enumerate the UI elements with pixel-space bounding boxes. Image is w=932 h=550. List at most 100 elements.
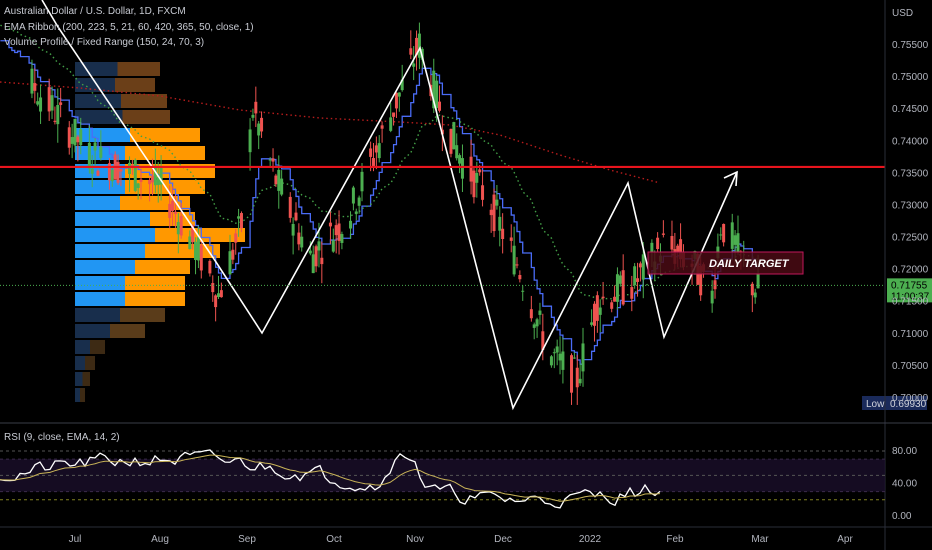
candle-body bbox=[621, 270, 625, 305]
rsi-tick-label: 0.00 bbox=[892, 511, 912, 522]
candle-body bbox=[455, 145, 459, 159]
vp-bar-buy bbox=[75, 212, 150, 226]
candle-body bbox=[392, 112, 396, 117]
ema-ribbon-legend[interactable]: EMA Ribbon (200, 223, 5, 21, 60, 420, 36… bbox=[4, 22, 254, 33]
candle-body bbox=[291, 223, 295, 236]
candle-body bbox=[538, 310, 542, 315]
candle-body bbox=[498, 216, 502, 231]
price-tick-label: 0.70500 bbox=[892, 361, 929, 372]
candle-body bbox=[650, 242, 654, 253]
candle-body bbox=[518, 275, 522, 280]
chart-title: Australian Dollar / U.S. Dollar, 1D, FXC… bbox=[4, 6, 186, 17]
vp-bar-buy bbox=[75, 276, 125, 290]
candle-body bbox=[415, 37, 419, 56]
vp-bar-buy bbox=[75, 292, 125, 306]
candle-body bbox=[521, 290, 525, 292]
price-tick-label: 0.75000 bbox=[892, 72, 929, 83]
candle-body bbox=[610, 302, 614, 309]
candle-body bbox=[297, 232, 301, 245]
time-tick-label: Oct bbox=[326, 534, 342, 545]
candle-body bbox=[337, 223, 341, 241]
candle-body bbox=[300, 236, 304, 248]
candle-body bbox=[354, 211, 358, 214]
ema-mid-line bbox=[0, 24, 759, 300]
candle-body bbox=[217, 293, 221, 297]
candle-body bbox=[495, 199, 499, 206]
vp-bar-sell bbox=[125, 276, 185, 290]
price-tick-label: 0.71000 bbox=[892, 329, 929, 340]
currency-label: USD bbox=[892, 8, 913, 19]
candle-body bbox=[188, 236, 192, 250]
candle-body bbox=[374, 145, 378, 153]
candle-body bbox=[128, 162, 132, 174]
candle-body bbox=[156, 177, 160, 186]
time-tick-label: Nov bbox=[406, 534, 424, 545]
price-tick-label: 0.73500 bbox=[892, 168, 929, 179]
candle-body bbox=[214, 295, 218, 308]
time-tick-label: Jul bbox=[69, 534, 82, 545]
candle-body bbox=[294, 212, 298, 221]
candle-body bbox=[417, 33, 421, 58]
candle-body bbox=[501, 228, 505, 240]
candle-body bbox=[173, 211, 177, 215]
candle-body bbox=[237, 216, 241, 219]
candle-body bbox=[481, 185, 485, 200]
volume-profile-legend[interactable]: Volume Profile / Fixed Range (150, 24, 7… bbox=[4, 37, 205, 48]
candle-body bbox=[308, 250, 312, 254]
candle-body bbox=[211, 283, 215, 293]
rsi-signal-line bbox=[0, 454, 661, 502]
candle-body bbox=[171, 200, 175, 211]
candle-body bbox=[320, 257, 324, 265]
last-price-value: 0.71755 bbox=[891, 280, 928, 291]
candle-body bbox=[251, 114, 255, 118]
candle-body bbox=[638, 263, 642, 268]
candle-body bbox=[39, 97, 43, 112]
candle-body bbox=[460, 158, 464, 179]
vp-bar-down bbox=[120, 308, 165, 322]
price-tick-label: 0.70000 bbox=[892, 393, 929, 404]
candle-body bbox=[59, 102, 63, 105]
candle-body bbox=[469, 156, 473, 182]
candle-body bbox=[492, 194, 496, 232]
candle-body bbox=[248, 129, 252, 153]
vp-bar-buy bbox=[75, 196, 120, 210]
candle-body bbox=[133, 159, 137, 191]
vp-bar-sell bbox=[135, 260, 190, 274]
candle-body bbox=[575, 367, 579, 388]
candle-body bbox=[194, 241, 198, 260]
candle-body bbox=[636, 278, 640, 282]
volume-profile bbox=[75, 62, 245, 402]
candle-body bbox=[93, 142, 97, 151]
candle-body bbox=[409, 48, 413, 55]
candle-body bbox=[592, 303, 596, 326]
vp-bar-down bbox=[117, 62, 160, 76]
candle-body bbox=[314, 246, 318, 267]
candle-body bbox=[529, 309, 533, 319]
candle-body bbox=[478, 169, 482, 173]
rsi-tick-label: 80.00 bbox=[892, 446, 917, 457]
rsi-legend[interactable]: RSI (9, close, EMA, 14, 2) bbox=[4, 432, 120, 443]
candle-body bbox=[153, 165, 157, 186]
candle-body bbox=[595, 295, 599, 321]
price-tick-label: 0.74000 bbox=[892, 136, 929, 147]
rsi-panel: 80.00 40.00 0.00 bbox=[0, 446, 917, 522]
vp-bar-buy bbox=[75, 260, 135, 274]
candle-body bbox=[475, 173, 479, 183]
candle-body bbox=[50, 95, 54, 111]
candle-body bbox=[234, 233, 238, 243]
candle-body bbox=[719, 234, 723, 236]
candle-body bbox=[661, 233, 665, 235]
candle-body bbox=[288, 196, 292, 218]
candle-body bbox=[360, 171, 364, 192]
candle-body bbox=[116, 162, 120, 183]
last-price-badge bbox=[887, 278, 932, 303]
candle-body bbox=[357, 197, 361, 206]
vp-bar-buy bbox=[75, 128, 130, 142]
candle-body bbox=[159, 167, 163, 185]
candle-body bbox=[119, 169, 123, 172]
candle-body bbox=[458, 155, 462, 164]
price-tick-label: 0.72000 bbox=[892, 265, 929, 276]
